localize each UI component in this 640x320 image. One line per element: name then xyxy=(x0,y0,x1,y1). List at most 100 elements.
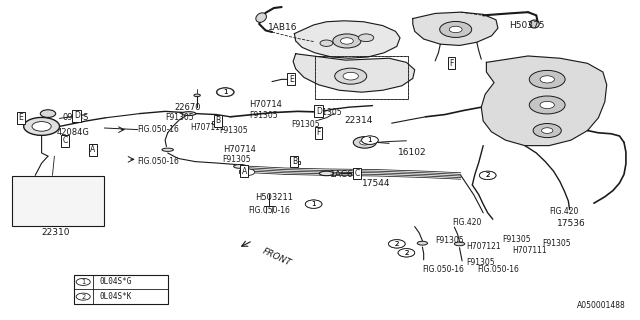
Circle shape xyxy=(40,110,56,117)
Text: E: E xyxy=(19,113,24,122)
Text: F91305: F91305 xyxy=(223,155,252,164)
Circle shape xyxy=(540,101,554,108)
Circle shape xyxy=(333,34,361,48)
Circle shape xyxy=(479,171,496,180)
Text: F91305: F91305 xyxy=(250,111,278,120)
Text: 22314: 22314 xyxy=(344,116,372,124)
Text: 1: 1 xyxy=(81,279,85,285)
Text: 0L04S*K: 0L04S*K xyxy=(99,292,132,301)
Text: FRONT: FRONT xyxy=(260,247,292,268)
Text: H70714: H70714 xyxy=(250,100,282,109)
Text: F91305: F91305 xyxy=(165,113,194,122)
Text: FIG.050-16: FIG.050-16 xyxy=(138,125,179,134)
Circle shape xyxy=(362,136,378,144)
Text: FIG.420: FIG.420 xyxy=(452,218,481,227)
Text: 2: 2 xyxy=(404,250,408,256)
Text: FIG.050-16: FIG.050-16 xyxy=(138,157,179,166)
Text: FIG.050-16: FIG.050-16 xyxy=(477,265,518,274)
Circle shape xyxy=(353,137,376,148)
Text: H50375: H50375 xyxy=(509,21,544,30)
Text: C: C xyxy=(63,136,68,145)
Ellipse shape xyxy=(417,241,428,245)
Text: D: D xyxy=(74,111,80,120)
Circle shape xyxy=(32,122,51,131)
Circle shape xyxy=(449,26,462,33)
Circle shape xyxy=(529,70,565,88)
Circle shape xyxy=(529,96,565,114)
Text: B: B xyxy=(292,157,297,166)
Circle shape xyxy=(440,21,472,37)
Text: 1: 1 xyxy=(367,137,372,143)
Circle shape xyxy=(335,68,367,84)
Text: 0953S: 0953S xyxy=(63,113,89,122)
Text: 1: 1 xyxy=(367,137,372,143)
Ellipse shape xyxy=(530,20,539,28)
Circle shape xyxy=(76,293,90,300)
Text: F91305: F91305 xyxy=(314,108,342,117)
Text: D: D xyxy=(316,107,322,116)
Bar xyxy=(315,56,408,99)
Text: H503211: H503211 xyxy=(255,193,292,202)
Text: 1AB16: 1AB16 xyxy=(268,23,297,32)
Text: FIG.050-16: FIG.050-16 xyxy=(422,265,464,274)
Text: F91305: F91305 xyxy=(219,126,248,135)
Circle shape xyxy=(388,240,405,248)
Ellipse shape xyxy=(162,148,173,151)
Text: 2: 2 xyxy=(395,241,399,247)
Ellipse shape xyxy=(194,94,200,97)
Text: F91305: F91305 xyxy=(291,120,320,129)
Circle shape xyxy=(541,128,553,133)
Circle shape xyxy=(479,171,496,180)
Ellipse shape xyxy=(256,13,266,22)
Text: 2: 2 xyxy=(486,172,490,178)
Circle shape xyxy=(217,88,234,96)
Bar xyxy=(315,56,408,99)
Text: F91305: F91305 xyxy=(543,239,572,248)
Text: 17536: 17536 xyxy=(557,219,586,228)
Circle shape xyxy=(343,72,358,80)
Text: 1: 1 xyxy=(311,201,316,207)
Text: 1: 1 xyxy=(223,89,228,95)
Text: H70714: H70714 xyxy=(223,145,255,154)
Text: 2: 2 xyxy=(486,172,490,178)
Text: 22670: 22670 xyxy=(174,103,200,112)
Polygon shape xyxy=(413,12,498,45)
Text: FIG.050-16: FIG.050-16 xyxy=(248,206,290,215)
Circle shape xyxy=(76,278,90,285)
Text: FIG.420: FIG.420 xyxy=(549,207,579,216)
Ellipse shape xyxy=(319,171,333,176)
Text: 42084G: 42084G xyxy=(56,128,89,137)
Text: 1: 1 xyxy=(311,201,316,207)
Text: 1: 1 xyxy=(223,89,228,95)
Circle shape xyxy=(340,38,353,44)
Bar xyxy=(74,275,168,304)
Text: A050001488: A050001488 xyxy=(577,301,626,310)
Text: F91305: F91305 xyxy=(435,236,464,245)
Text: 22310: 22310 xyxy=(42,228,70,237)
Circle shape xyxy=(398,249,415,257)
Text: 2: 2 xyxy=(395,241,399,247)
Text: 17544: 17544 xyxy=(362,180,390,188)
Bar xyxy=(12,176,104,226)
Circle shape xyxy=(305,200,322,208)
Text: H707111: H707111 xyxy=(512,246,547,255)
Ellipse shape xyxy=(454,242,465,246)
Circle shape xyxy=(358,34,374,42)
Circle shape xyxy=(533,124,561,138)
Text: E: E xyxy=(289,75,294,84)
Text: F: F xyxy=(317,128,321,137)
Text: 2: 2 xyxy=(81,294,85,300)
Circle shape xyxy=(540,76,554,83)
Circle shape xyxy=(24,117,60,135)
Ellipse shape xyxy=(182,112,196,116)
Text: C: C xyxy=(355,169,360,178)
Polygon shape xyxy=(481,56,607,146)
Text: F: F xyxy=(450,59,454,68)
Text: H707111: H707111 xyxy=(191,123,225,132)
Polygon shape xyxy=(294,21,400,58)
Circle shape xyxy=(362,136,378,144)
Bar xyxy=(212,121,221,124)
Circle shape xyxy=(388,240,405,248)
Text: 1AC69: 1AC69 xyxy=(330,170,360,179)
Circle shape xyxy=(398,249,415,257)
